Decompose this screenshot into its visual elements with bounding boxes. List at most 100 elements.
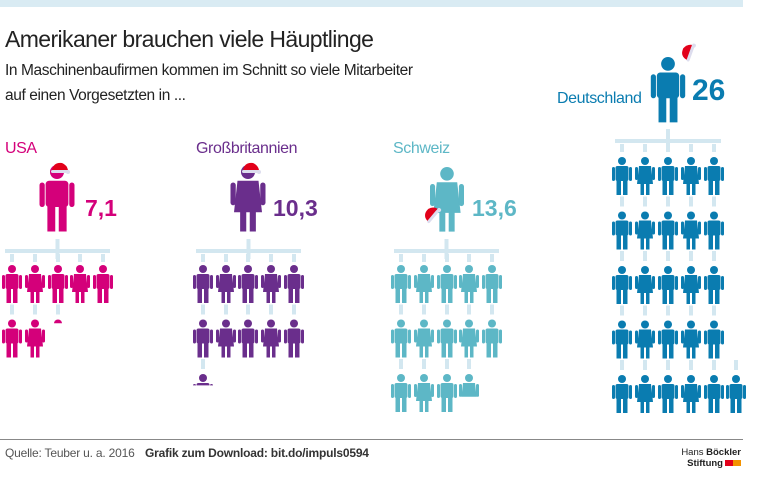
worker-icon bbox=[612, 157, 632, 195]
worker-icon bbox=[391, 319, 411, 358]
org-connector-dash bbox=[422, 254, 426, 262]
value-label-usa: 7,1 bbox=[85, 195, 117, 221]
country-label-deutschland: Deutschland bbox=[557, 90, 642, 107]
org-connector-dash bbox=[643, 251, 647, 261]
worker-icon bbox=[482, 319, 502, 358]
worker-icon bbox=[704, 211, 724, 250]
org-connector-dash bbox=[643, 360, 647, 370]
org-connector-dash bbox=[467, 359, 471, 369]
download-link[interactable]: Grafik zum Download: bit.do/impuls0594 bbox=[145, 446, 369, 460]
worker-icon bbox=[726, 375, 746, 413]
org-connector-dash bbox=[399, 254, 403, 262]
org-connector-dash bbox=[445, 304, 449, 315]
worker-icon bbox=[2, 265, 22, 303]
worker-icon bbox=[459, 319, 479, 358]
worker-icon bbox=[704, 320, 724, 359]
worker-icon bbox=[658, 320, 678, 359]
santa-hat-icon-deutschland bbox=[682, 43, 696, 62]
org-connector-dash bbox=[712, 196, 716, 207]
worker-icon bbox=[414, 374, 434, 412]
org-connector-dash bbox=[643, 144, 647, 152]
manager-icon-schweiz bbox=[430, 167, 464, 232]
org-connector-dash bbox=[712, 144, 716, 152]
org-connector-dash bbox=[224, 304, 228, 315]
org-connector-dash bbox=[246, 254, 250, 262]
org-connector-dash bbox=[620, 144, 624, 152]
org-connector-dash bbox=[422, 359, 426, 369]
org-connector-dash bbox=[643, 196, 647, 207]
org-connector-dash bbox=[666, 305, 670, 316]
pictogram-chart bbox=[2, 43, 746, 413]
worker-icon bbox=[658, 157, 678, 195]
org-connector-dash bbox=[56, 304, 60, 315]
worker-icon bbox=[216, 319, 236, 358]
worker-icon bbox=[193, 319, 213, 358]
org-connector-dash bbox=[666, 360, 670, 370]
worker-icon bbox=[193, 265, 213, 303]
top-bar bbox=[0, 0, 743, 7]
partial-worker-icon bbox=[459, 374, 479, 397]
worker-icon bbox=[284, 265, 304, 303]
manager-icon-deutschland bbox=[650, 57, 686, 123]
logo-red-square bbox=[725, 460, 733, 467]
org-connector-dash bbox=[10, 304, 14, 315]
org-connector-dash bbox=[689, 305, 693, 316]
worker-icon bbox=[48, 265, 68, 303]
org-connector-dash bbox=[422, 304, 426, 315]
worker-icon bbox=[25, 319, 45, 358]
org-connector-dash bbox=[734, 360, 738, 370]
worker-icon bbox=[2, 319, 22, 358]
org-connector-dash bbox=[666, 251, 670, 261]
worker-icon bbox=[93, 265, 113, 303]
org-connector-dash bbox=[201, 359, 205, 369]
worker-icon bbox=[238, 319, 258, 358]
worker-icon bbox=[658, 211, 678, 250]
worker-icon bbox=[681, 320, 701, 359]
country-label-usa: USA bbox=[5, 140, 37, 157]
org-connector-dash bbox=[56, 254, 60, 262]
org-connector-dash bbox=[620, 360, 624, 370]
org-connector-dash bbox=[467, 304, 471, 315]
worker-icon bbox=[261, 319, 281, 358]
worker-icon bbox=[635, 320, 655, 359]
org-connector-dash bbox=[445, 254, 449, 262]
value-label-gb: 10,3 bbox=[273, 195, 318, 221]
org-connector-dash bbox=[201, 304, 205, 315]
manager-icon-usa bbox=[39, 165, 75, 232]
worker-icon bbox=[658, 375, 678, 413]
worker-icon bbox=[635, 157, 655, 195]
worker-icon bbox=[437, 374, 457, 412]
org-connector-dash bbox=[467, 254, 471, 262]
worker-icon bbox=[414, 319, 434, 358]
org-connector-dash bbox=[643, 305, 647, 316]
org-connector-dash bbox=[101, 254, 105, 262]
logo-orange-square bbox=[733, 460, 741, 467]
org-connector-dash bbox=[712, 360, 716, 370]
worker-icon bbox=[261, 265, 281, 303]
org-connector-dash bbox=[620, 305, 624, 316]
org-connector-dash bbox=[399, 359, 403, 369]
logo-text-2: Böckler bbox=[706, 447, 741, 458]
worker-icon bbox=[216, 265, 236, 303]
worker-icon bbox=[681, 375, 701, 413]
worker-icon bbox=[635, 211, 655, 250]
worker-icon bbox=[391, 265, 411, 303]
source-note: Quelle: Teuber u. a. 2016 bbox=[5, 446, 135, 460]
worker-icon bbox=[704, 375, 724, 413]
santa-hat-icon-großbritannien bbox=[242, 162, 261, 174]
worker-icon bbox=[482, 265, 502, 303]
worker-icon bbox=[70, 265, 90, 303]
org-connector-dash bbox=[269, 304, 273, 315]
santa-hat-icon-usa bbox=[51, 162, 70, 174]
org-connector-dash bbox=[33, 254, 37, 262]
country-label-gb: Großbritannien bbox=[196, 140, 298, 157]
org-connector-dash bbox=[269, 254, 273, 262]
worker-icon bbox=[704, 266, 724, 304]
worker-icon bbox=[681, 211, 701, 250]
worker-icon bbox=[459, 265, 479, 303]
org-connector-dash bbox=[689, 251, 693, 261]
org-connector-dash bbox=[292, 254, 296, 262]
org-connector-dash bbox=[620, 251, 624, 261]
worker-icon bbox=[612, 211, 632, 250]
org-connector-dash bbox=[78, 254, 82, 262]
